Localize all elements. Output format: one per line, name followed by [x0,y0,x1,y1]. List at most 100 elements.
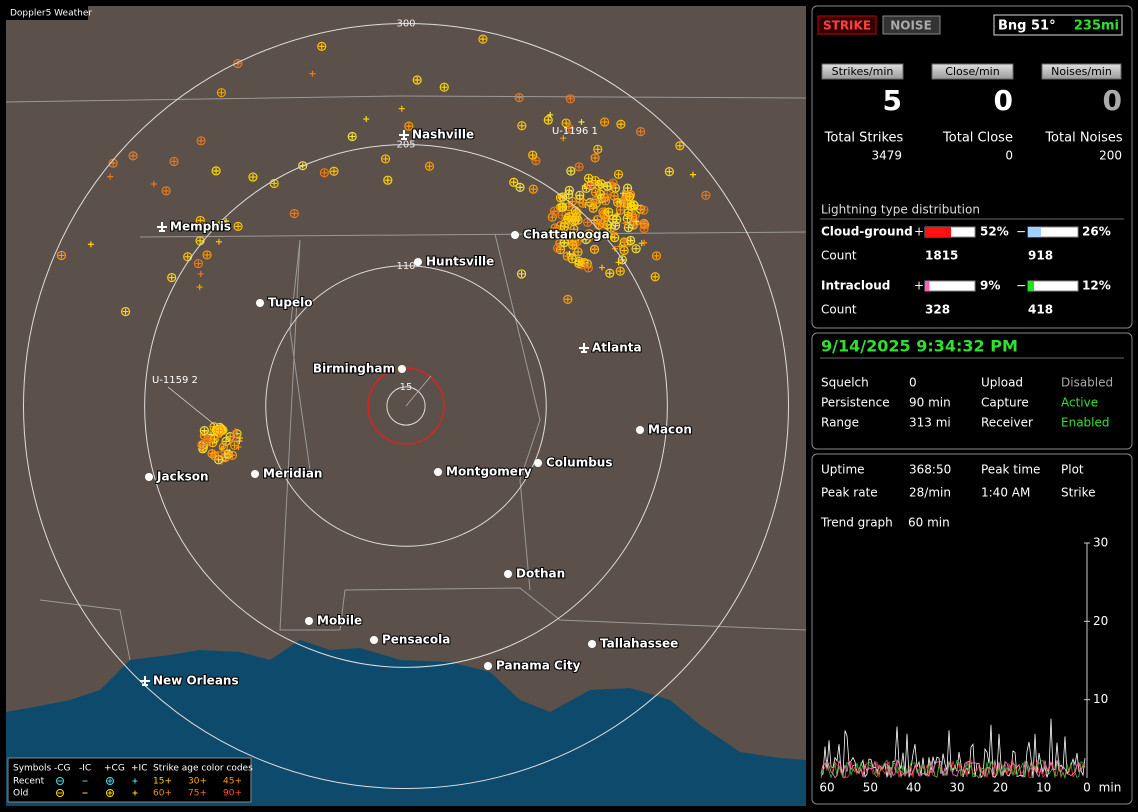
strike-symbol [107,173,114,180]
count-label: Count [821,303,857,317]
strike-symbol [617,121,624,128]
y-tick-label: 30 [1093,536,1108,550]
status-cell: Disabled [1061,376,1113,390]
strike-symbol [585,179,595,190]
strike-symbol [223,438,230,445]
city-label: Meridian [263,467,322,481]
strike-symbol [641,225,648,232]
range-ring-label: 15 [400,382,413,393]
dist-type: Intracloud [821,279,890,293]
strike-symbol [620,237,627,244]
strike-symbol [631,244,641,254]
strike-symbol [564,212,574,222]
rate-label: Noises/min [1051,65,1112,78]
stat-cell: Plot [1061,463,1084,477]
status-cell: 313 mi [909,416,951,430]
strike-symbol [666,168,673,175]
x-unit: min [1099,781,1122,795]
rates-panel [811,5,1133,329]
status-cell: Active [1061,396,1098,410]
strike-symbol [218,89,225,96]
strike-symbol [592,177,599,184]
strike-symbol [167,272,177,283]
strike-symbol [478,34,488,44]
y-tick-label: 10 [1093,692,1108,706]
total-value: 200 [1099,149,1122,163]
city-label: Montgomery [446,465,532,479]
strike-symbol [628,212,638,222]
city-label: Birmingham [313,362,395,376]
strike-symbol [605,268,615,278]
strike-button-label: STRIKE [823,19,871,33]
strike-symbol [575,217,582,224]
strike-symbol [309,70,316,77]
strike-symbol [573,209,580,216]
strike-symbol [557,204,564,211]
strike-symbol [210,451,220,461]
city-label: Atlanta [592,341,642,355]
x-tick-label: 10 [1036,781,1051,795]
strike-symbol [198,441,205,448]
city-label: Tupelo [268,296,313,310]
strike-symbol [380,154,391,164]
strike-symbol [619,190,626,197]
strike-symbol [213,167,220,174]
dist-count: 1815 [925,249,958,263]
strike-symbol [611,192,618,199]
strike-symbol [573,215,583,225]
strike-symbol [664,166,674,177]
legend-row-label: Recent [13,777,45,787]
strike-symbol [593,144,603,154]
strike-symbol [229,452,236,459]
trend-label: Trend graph [820,516,893,530]
rate-label-box [931,63,1014,80]
strike-symbol [130,152,137,159]
status-cell: Upload [981,376,1023,390]
stat-cell: 28/min [909,486,951,500]
strike-symbol [566,166,576,176]
strike-symbol [207,449,217,459]
status-cell: Range [821,416,859,430]
strike-symbol [197,440,207,450]
strike-symbol [329,166,339,176]
city-dot [251,470,259,478]
strike-symbol [604,183,611,190]
legend-symbol [56,777,64,785]
strike-symbol [169,156,179,167]
distance: 235mi [1074,19,1119,34]
status-cell: Receiver [981,416,1033,430]
strike-symbol [602,197,609,204]
city-dot [414,258,422,266]
strike-symbol [581,234,591,245]
strike-symbol [601,119,608,126]
strike-symbol [550,223,560,233]
strike-button[interactable] [817,15,877,35]
strike-symbol [561,118,571,128]
strike-symbol [321,169,328,176]
noise-button[interactable] [882,15,941,35]
strike-symbol [608,214,618,224]
strike-symbol [585,175,592,182]
total-value: 0 [1005,149,1013,163]
strike-symbol [641,239,648,246]
strike-symbol [701,190,711,200]
legend-age: 30+ [188,777,207,787]
strike-symbol [574,162,584,172]
stat-cell: 368:50 [909,463,951,477]
city-dot [588,640,596,648]
strike-symbol [592,154,599,161]
legend-symbol [107,790,113,796]
strike-symbol [202,250,212,260]
city-dot [370,636,378,644]
city-label: Columbus [546,456,613,470]
city-dot [511,231,519,239]
airport-icon [157,222,167,232]
strike-symbol [569,198,576,205]
total-value: 3479 [871,149,902,163]
strike-symbol [58,252,65,259]
strike-symbol [566,213,573,220]
strike-symbol [171,158,178,165]
airport-icon [140,676,150,686]
stat-cell: 1:40 AM [981,486,1030,500]
strike-symbol [233,59,243,69]
